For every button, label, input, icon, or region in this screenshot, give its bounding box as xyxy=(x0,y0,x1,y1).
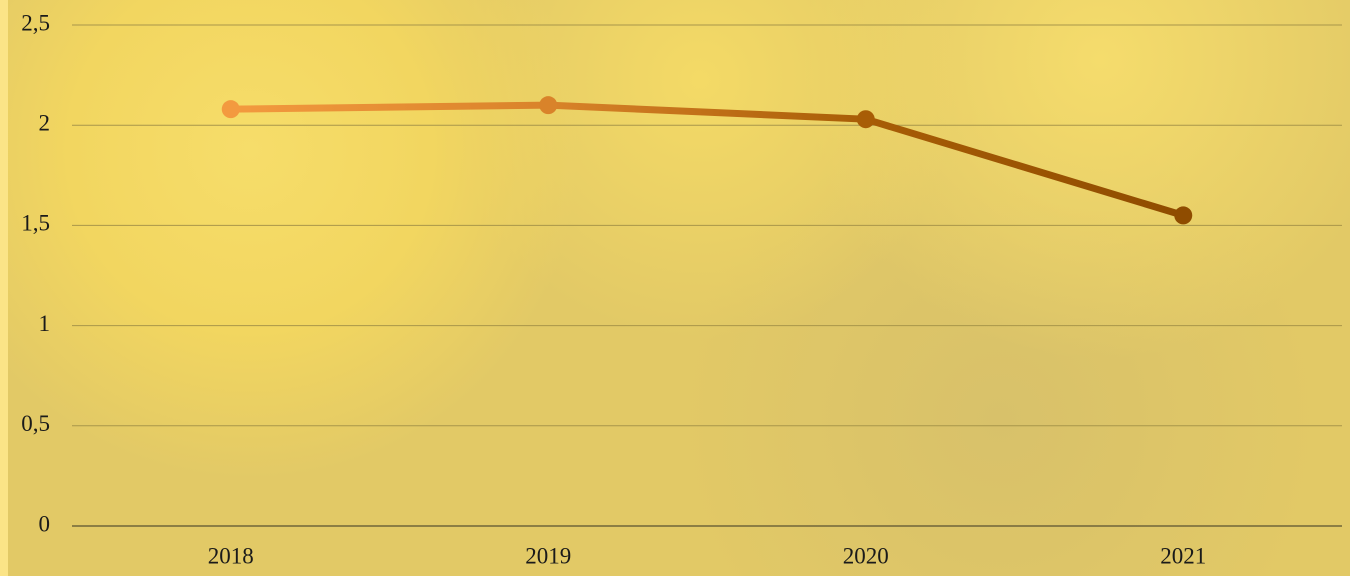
left-strip xyxy=(0,0,8,576)
y-tick-label: 0 xyxy=(39,511,51,536)
x-tick-label: 2018 xyxy=(208,543,254,568)
line xyxy=(227,101,1187,219)
y-tick-label: 2 xyxy=(39,110,51,135)
y-tick-label: 1 xyxy=(39,311,51,336)
marker xyxy=(1174,206,1193,225)
marker xyxy=(856,110,875,129)
y-tick-label: 2,5 xyxy=(21,10,50,35)
x-tick-label: 2020 xyxy=(843,543,889,568)
x-tick-label: 2019 xyxy=(525,543,571,568)
x-tick-label: 2021 xyxy=(1160,543,1206,568)
marker xyxy=(221,100,240,119)
marker xyxy=(539,96,558,115)
y-tick-label: 1,5 xyxy=(21,211,50,236)
y-tick-label: 0,5 xyxy=(21,411,50,436)
